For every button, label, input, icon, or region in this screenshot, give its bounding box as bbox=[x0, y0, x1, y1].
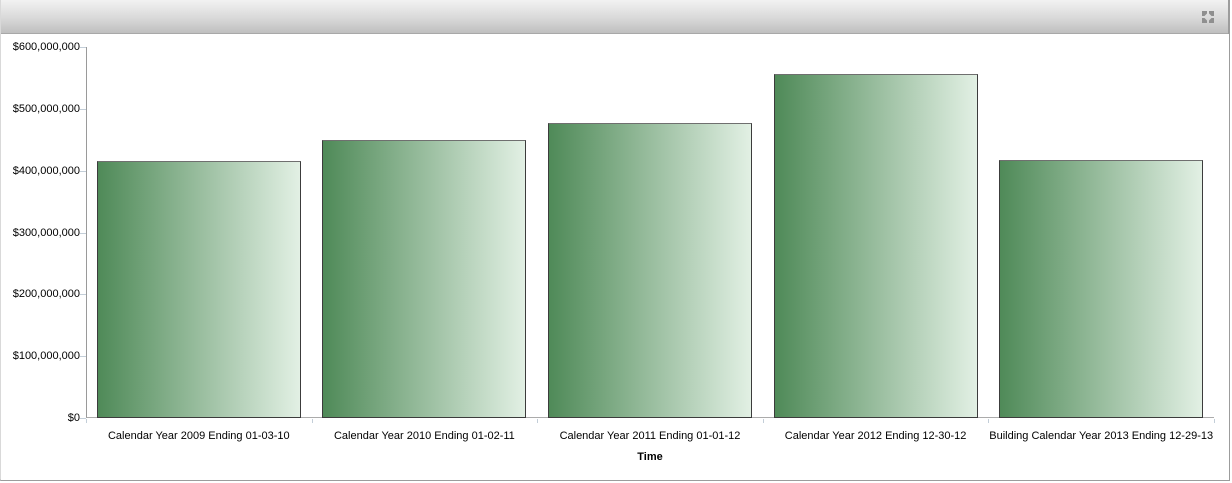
y-axis-tick-mark bbox=[80, 294, 86, 296]
x-axis-tick-mark bbox=[311, 419, 313, 423]
x-axis-tick-mark bbox=[762, 419, 764, 423]
bar-3[interactable] bbox=[548, 123, 752, 418]
x-axis-category-label: Calendar Year 2011 Ending 01-01-12 bbox=[559, 430, 741, 442]
x-axis-tick-mark bbox=[1214, 419, 1215, 423]
x-axis-category-label: Calendar Year 2012 Ending 12-30-12 bbox=[784, 430, 967, 442]
maximize-icon-glyph bbox=[1202, 11, 1214, 23]
x-axis-category-label: Calendar Year 2009 Ending 01-03-10 bbox=[107, 430, 290, 442]
y-axis-tick-label: $100,000,000 bbox=[12, 350, 80, 363]
y-axis-tick-mark bbox=[80, 170, 86, 172]
bar-chart: Time $600,000,000 $500,000,000 $400,000,00… bbox=[1, 34, 1229, 480]
bar-1[interactable] bbox=[97, 161, 301, 418]
y-axis-tick-mark bbox=[80, 418, 86, 419]
y-axis-tick-mark bbox=[80, 356, 86, 358]
x-axis-category-label: Building Calendar Year 2013 Ending 12-29… bbox=[989, 430, 1214, 442]
y-axis-tick-mark bbox=[80, 47, 86, 48]
bar-2[interactable] bbox=[322, 140, 526, 418]
x-axis-tick-mark bbox=[86, 419, 87, 423]
widget-header bbox=[1, 0, 1228, 34]
bar-5[interactable] bbox=[999, 160, 1203, 418]
y-axis-tick-label: $200,000,000 bbox=[12, 288, 80, 301]
y-axis-tick-label: $300,000,000 bbox=[12, 226, 80, 239]
x-axis-category-label: Calendar Year 2010 Ending 01-02-11 bbox=[333, 430, 515, 442]
x-axis-title: Time bbox=[637, 451, 663, 463]
y-axis-tick-label: $0 bbox=[67, 412, 80, 424]
y-axis-tick-label: $600,000,000 bbox=[12, 41, 80, 53]
y-axis-tick-mark bbox=[80, 232, 86, 234]
x-axis-tick-mark bbox=[537, 419, 539, 423]
x-axis-tick-mark bbox=[988, 419, 990, 423]
y-axis-tick-label: $500,000,000 bbox=[12, 102, 80, 115]
y-axis-tick-mark bbox=[80, 108, 86, 110]
bar-4[interactable] bbox=[774, 74, 978, 418]
y-axis-tick-label: $400,000,000 bbox=[12, 164, 80, 177]
maximize-icon[interactable] bbox=[1200, 9, 1216, 25]
